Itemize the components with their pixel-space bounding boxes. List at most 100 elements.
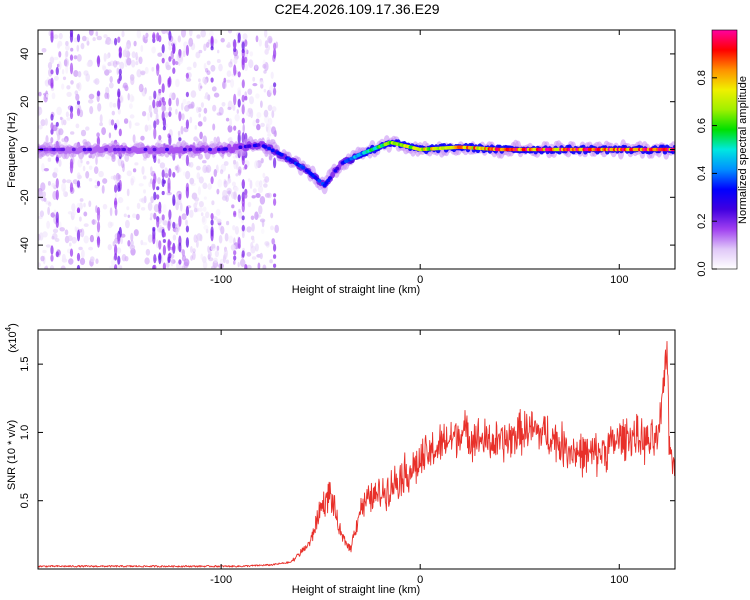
noise-speck [181,30,186,38]
noise-speck [40,255,45,262]
noise-speck [210,64,216,72]
noise-speck [102,178,108,184]
noise-speck [140,70,146,76]
noise-streak [114,252,118,261]
noise-speck [189,209,194,218]
noise-streak [168,76,172,87]
noise-streak [273,263,277,268]
noise-streak [153,191,157,201]
noise-speck [265,242,270,248]
noise-speck [185,77,192,82]
noise-speck [95,31,99,37]
noise-speck [202,164,208,174]
noise-speck [171,259,176,264]
noise-speck [232,225,236,231]
noise-speck [45,135,49,144]
noise-speck [58,32,63,40]
noise-streak [168,252,172,259]
noise-speck [196,106,200,114]
noise-streak [237,129,241,136]
noise-speck [192,61,197,68]
noise-speck [216,245,220,251]
noise-streak [244,56,248,64]
noise-speck [127,93,130,101]
noise-speck [170,257,174,267]
noise-speck [175,97,179,107]
noise-speck [228,235,234,244]
noise-speck [117,197,124,204]
noise-speck [185,219,188,226]
noise-streak [76,180,81,188]
noise-speck [57,40,63,47]
snr-marks [38,340,675,568]
ridge-core [143,147,148,152]
noise-speck [233,260,236,265]
noise-speck [177,167,182,173]
noise-speck [157,158,161,164]
noise-streak [233,125,237,131]
noise-speck [193,207,198,213]
noise-speck [223,178,227,185]
noise-speck [189,161,194,168]
noise-streak [76,207,81,213]
noise-speck [227,178,231,185]
noise-streak [117,97,121,110]
noise-speck [91,219,97,225]
ridge-core [256,143,261,147]
noise-speck [255,35,259,43]
noise-speck [180,202,183,212]
noise-streak [76,264,81,269]
noise-speck [121,30,125,38]
noise-speck [110,175,115,180]
noise-speck [64,136,69,143]
noise-speck [273,130,277,137]
noise-streak [76,33,81,43]
noise-speck [129,244,135,250]
noise-speck [260,100,263,108]
noise-speck [88,99,94,104]
noise-speck [83,70,89,76]
ridge-core [188,147,193,152]
noise-streak [161,214,165,221]
noise-speck [131,95,135,102]
ridge-core [279,153,284,157]
noise-streak [210,226,214,237]
noise-speck [237,166,242,174]
noise-speck [128,120,132,129]
noise-speck [138,83,144,93]
noise-streak [273,157,277,169]
noise-speck [67,235,73,242]
ridge-core [113,147,117,152]
noise-speck [180,125,184,135]
noise-speck [256,123,261,131]
noise-streak [237,71,241,78]
x-tick-label: 0 [417,274,423,286]
noise-speck [83,211,88,217]
noise-speck [228,190,231,197]
noise-speck [101,127,106,136]
ridge-core [52,147,57,152]
noise-speck [140,239,144,246]
noise-streak [237,98,241,108]
noise-speck [113,174,117,181]
noise-speck [103,52,107,62]
noise-speck [196,239,199,248]
noise-speck [66,179,72,184]
noise-speck [235,173,239,177]
noise-speck [233,186,239,192]
noise-speck [126,170,132,177]
noise-streak [69,62,74,75]
noise-speck [189,177,195,185]
noise-speck [264,176,270,183]
noise-speck [220,37,225,43]
spectrogram-marks [38,30,675,269]
noise-speck [230,78,235,88]
noise-speck [114,207,118,216]
noise-speck [123,118,129,124]
colorbar-label: Normalized spectral amplitude [737,76,749,224]
noise-speck [175,61,179,65]
noise-speck [97,103,102,112]
noise-speck [107,244,113,251]
noise-speck [202,256,207,264]
noise-speck [147,202,153,211]
